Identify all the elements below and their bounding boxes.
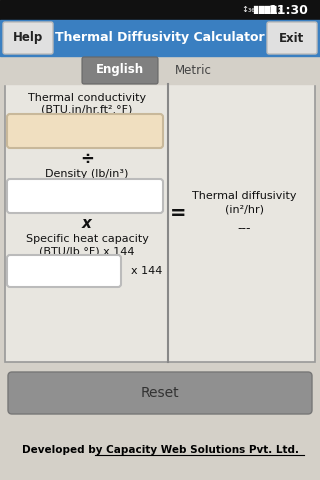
Text: Thermal Diffusivity Calculator: Thermal Diffusivity Calculator [55, 32, 265, 45]
Text: English: English [96, 63, 144, 76]
FancyBboxPatch shape [82, 57, 158, 84]
Bar [0, 0, 320, 20]
Text: x 144: x 144 [131, 266, 163, 276]
FancyBboxPatch shape [8, 372, 312, 414]
Text: Help: Help [13, 32, 43, 45]
Text: ÷: ÷ [80, 150, 94, 168]
Text: Thermal diffusivity: Thermal diffusivity [192, 191, 296, 201]
Bar [0, 56, 320, 84]
Text: (in²/hr): (in²/hr) [225, 205, 263, 215]
FancyBboxPatch shape [7, 179, 163, 213]
Text: Thermal conductivity: Thermal conductivity [28, 93, 146, 103]
Text: Reset: Reset [141, 386, 179, 400]
Text: Metric: Metric [175, 63, 212, 76]
Text: Exit: Exit [279, 32, 305, 45]
Text: (BTU/lb.°F) x 144: (BTU/lb.°F) x 144 [39, 246, 135, 256]
FancyBboxPatch shape [7, 255, 121, 287]
Text: ⚡: ⚡ [276, 5, 284, 15]
Text: Density (lb/in³): Density (lb/in³) [45, 169, 129, 179]
Bar [0, 20, 320, 56]
Text: Developed by Capacity Web Solutions Pvt. Ltd.: Developed by Capacity Web Solutions Pvt.… [21, 445, 299, 455]
Text: Developed by Capacity Web Solutions Pvt. Ltd.: Developed by Capacity Web Solutions Pvt.… [21, 445, 299, 455]
Text: Specific heat capacity: Specific heat capacity [26, 234, 148, 244]
Bar [5, 84, 315, 362]
Text: ↕₃₆: ↕₃₆ [241, 5, 255, 14]
Text: (BTU.in/hr.ft².°F): (BTU.in/hr.ft².°F) [41, 105, 133, 115]
Text: ▊███: ▊███ [253, 5, 277, 14]
Text: ---: --- [237, 223, 251, 236]
FancyBboxPatch shape [267, 22, 317, 54]
Text: =: = [170, 204, 186, 223]
FancyBboxPatch shape [3, 22, 53, 54]
Text: x: x [82, 216, 92, 231]
Text: 11:30: 11:30 [268, 3, 308, 16]
FancyBboxPatch shape [7, 114, 163, 148]
